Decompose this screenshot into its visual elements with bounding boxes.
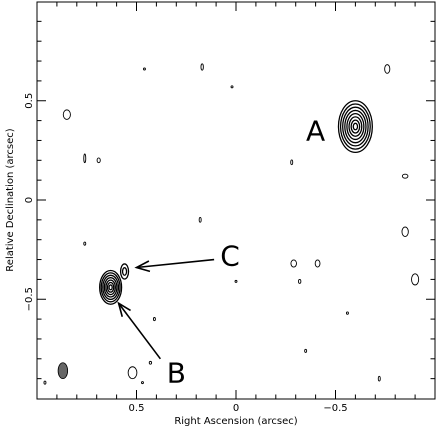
- noise-contour-4: [384, 64, 391, 74]
- arrow-shaft-0: [136, 258, 215, 269]
- y-tick-label-1: 0: [24, 197, 35, 203]
- source-C-level-0: [119, 263, 130, 280]
- source-B-level-5: [106, 281, 115, 293]
- annotation-B: B: [167, 357, 186, 390]
- noise-contour-14: [298, 278, 302, 284]
- y-tick-label-0: 0.5: [24, 93, 35, 109]
- noise-contour-23: [377, 375, 381, 382]
- source-A-level-5: [348, 116, 363, 137]
- noise-contour-1: [143, 67, 146, 71]
- noise-contour-18: [345, 311, 349, 315]
- annotation-labels: A B C: [167, 115, 325, 390]
- arrow-1: [117, 301, 162, 360]
- x-axis-label: Right Ascension (arcsec): [174, 416, 297, 427]
- annotation-arrows: [117, 258, 215, 360]
- beam-ellipse: [57, 362, 69, 380]
- source-B-level-0: [99, 269, 123, 305]
- x-tick-label-0: 0.5: [129, 403, 145, 414]
- noise-contour-11: [83, 241, 87, 246]
- source-A-level-4: [346, 113, 365, 141]
- x-tick-label-2: −0.5: [323, 403, 347, 414]
- source-A-level-2: [342, 106, 369, 147]
- arrow-head-0: [134, 260, 151, 273]
- noise-contour-13: [314, 259, 321, 268]
- plot-frame: [36, 1, 436, 400]
- noise-contour-24: [43, 380, 47, 385]
- source-A-level-7: [352, 122, 359, 131]
- noise-contour-2: [200, 63, 204, 71]
- noise-contour-20: [127, 366, 138, 380]
- noise-contour-15: [234, 279, 238, 283]
- source-B: [99, 269, 123, 305]
- noise-contour-17: [152, 317, 156, 322]
- source-A-level-3: [344, 109, 367, 144]
- source-C: [119, 263, 130, 280]
- source-B-level-4: [105, 279, 116, 296]
- noise-contour-0: [62, 109, 71, 120]
- noise-contour-21: [148, 360, 153, 365]
- annotation-C: C: [220, 240, 240, 273]
- noise-contour-9: [198, 217, 202, 223]
- source-A-level-0: [337, 100, 373, 154]
- y-tick-label-2: −0.5: [24, 287, 35, 311]
- noise-contour-3: [230, 85, 234, 89]
- x-tick-label-1: 0: [233, 403, 239, 414]
- source-C-level-1: [121, 267, 128, 276]
- noise-contour-22: [141, 381, 144, 385]
- y-axis-label: Relative Declination (arcsec): [5, 128, 16, 271]
- beam-shape: [57, 362, 69, 380]
- source-B-level-3: [103, 277, 118, 298]
- noise-contour-5: [83, 153, 87, 164]
- arrow-0: [134, 258, 215, 273]
- annotation-A: A: [306, 115, 325, 148]
- source-A-level-1: [339, 103, 371, 150]
- arrow-shaft-1: [117, 302, 162, 360]
- noise-contour-8: [401, 173, 409, 179]
- noise-contour-16: [411, 273, 420, 286]
- noise-contour-10: [401, 226, 409, 237]
- source-A: [337, 100, 373, 154]
- arrow-head-1: [117, 301, 131, 317]
- source-B-level-1: [100, 272, 121, 303]
- noise-contour-19: [304, 348, 308, 353]
- noise-contour-7: [290, 159, 294, 166]
- source-A-level-6: [350, 119, 361, 134]
- noise-contours: [43, 63, 420, 385]
- noise-contour-6: [96, 157, 101, 164]
- axis-ticks: −0.5 −0.5 0 0 0.5 0.5: [24, 2, 435, 414]
- source-contours: [99, 100, 373, 305]
- source-B-level-6: [108, 284, 113, 291]
- noise-contour-12: [290, 259, 297, 268]
- source-B-level-2: [102, 274, 120, 301]
